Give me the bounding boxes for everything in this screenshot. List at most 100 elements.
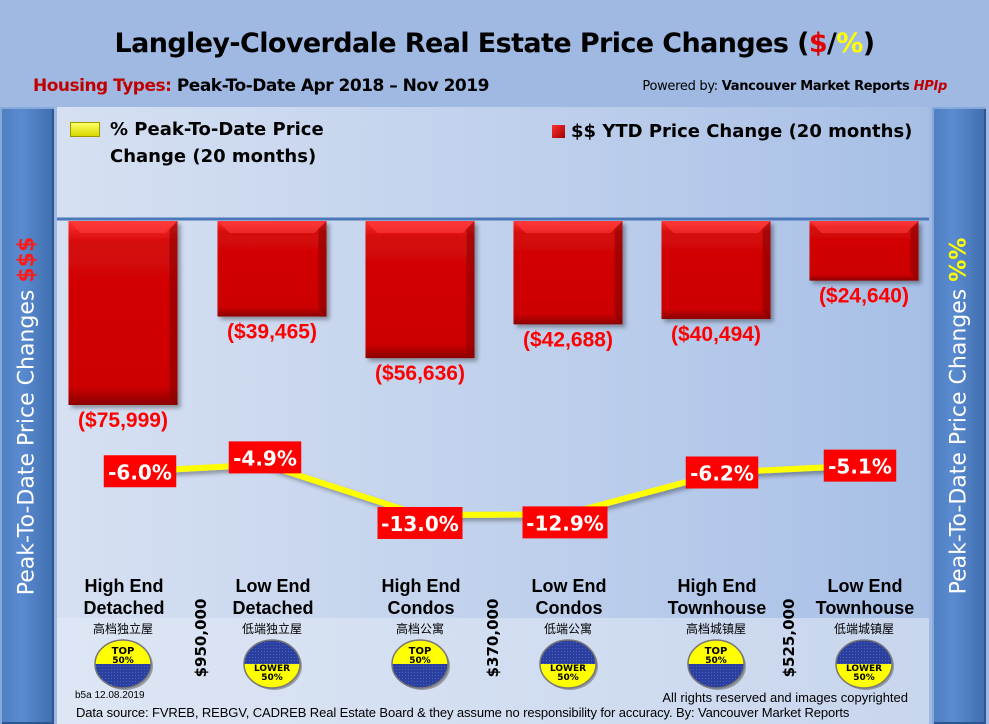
legend-percent: % Peak-To-Date Price Change (20 months)	[70, 116, 350, 170]
powered-brand: Vancouver Market Reports	[721, 79, 914, 94]
badge-text-line1: TOP	[112, 646, 135, 657]
category-chinese-label: 低端城镇屋	[834, 622, 894, 636]
category-chinese-label: 高档城镇屋	[686, 621, 746, 636]
bar-bevel-top	[513, 221, 623, 233]
badge-text-line2: 50%	[261, 673, 283, 683]
bar-bevel-top	[365, 221, 475, 233]
percent-label-box	[377, 507, 463, 539]
category-label: Detached	[83, 598, 164, 618]
subtitle: Housing Types: Peak-To-Date Apr 2018 – N…	[33, 76, 489, 96]
chart-title: Langley-Cloverdale Real Estate Price Cha…	[0, 28, 989, 59]
percent-label: -6.2%	[690, 462, 754, 486]
bar-value-label: ($75,999)	[78, 409, 168, 432]
badge-rim	[391, 639, 449, 689]
price-threshold-label: $525,000	[780, 599, 798, 678]
bar-bevel-top	[661, 221, 771, 233]
badge-text-line2: 50%	[557, 673, 579, 683]
legend-percent-line2: Change (20 months)	[110, 146, 317, 167]
category-label: Low End	[236, 576, 311, 596]
category-label: Low End	[532, 576, 607, 596]
bar-bevel-right	[614, 221, 623, 325]
right-axis-panel: Peak-To-Date Price Changes %%	[932, 107, 986, 724]
category-label: High End	[382, 576, 461, 596]
percent-label-box	[103, 455, 177, 488]
bar-bevel-top	[68, 221, 178, 233]
bar-value-label: ($40,494)	[671, 323, 761, 346]
badge-rim	[94, 639, 152, 689]
percent-label-box	[228, 441, 302, 474]
bar-bevel-right	[169, 221, 178, 405]
percent-label-box	[823, 449, 897, 482]
badge-top-half	[244, 640, 300, 664]
badge-top-half	[688, 640, 744, 664]
category-label: Condos	[388, 598, 455, 618]
data-source-note: Data source: FVREB, REBGV, CADREB Real E…	[76, 705, 850, 720]
price-threshold-label: $950,000	[192, 599, 210, 678]
percent-label-box	[685, 456, 759, 489]
bar-value-label: ($39,465)	[227, 321, 317, 344]
bar-bevel-right	[318, 221, 327, 317]
powered-hpi: HPIp	[913, 79, 948, 94]
badge-text-line1: LOWER	[254, 664, 290, 674]
badge-bottom-half	[244, 664, 300, 688]
subtitle-label: Housing Types:	[33, 76, 172, 96]
badge-top-half	[392, 640, 448, 664]
legend-bar-swatch	[552, 125, 565, 138]
subtitle-text: Peak-To-Date Apr 2018 – Nov 2019	[171, 76, 490, 96]
bar	[661, 221, 771, 320]
copyright-notice: All rights reserved and images copyright…	[662, 690, 908, 705]
title-percent: %	[836, 28, 863, 59]
category-chinese-label: 高档公寓	[396, 621, 444, 636]
badge-bottom-half	[688, 664, 744, 688]
category-label: Townhouse	[668, 598, 767, 618]
badge-text-line2: 50%	[853, 673, 875, 683]
percent-label: -5.1%	[828, 455, 892, 479]
badge-top-half	[836, 640, 892, 664]
badge-rim	[243, 639, 301, 689]
badge-text-line1: TOP	[409, 646, 432, 657]
badge-top-half	[95, 640, 151, 664]
bar-bevel-right	[762, 221, 771, 320]
badge-bottom-half	[95, 664, 151, 688]
badge-text-line1: LOWER	[846, 664, 882, 674]
bar-value-label: ($56,636)	[375, 362, 465, 385]
badge-bottom-half	[836, 664, 892, 688]
percent-label: -4.9%	[233, 446, 297, 470]
bar	[68, 221, 178, 405]
version-stamp: b5a 12.08.2019	[75, 690, 145, 701]
badge-rim	[835, 639, 893, 689]
title-main: Langley-Cloverdale Real Estate Price Cha…	[114, 28, 809, 59]
percent-label: -13.0%	[381, 512, 459, 536]
powered-label: Powered by:	[642, 79, 722, 94]
percent-label: -12.9%	[526, 511, 604, 535]
category-label: Detached	[232, 598, 313, 618]
percent-label-box	[522, 506, 608, 539]
category-band	[57, 618, 929, 724]
badge-bottom-half	[392, 664, 448, 688]
bar-bevel-top	[217, 221, 327, 233]
category-label: Condos	[536, 598, 603, 618]
badge-text-line2: 50%	[409, 656, 431, 666]
title-slash: /	[827, 28, 837, 59]
price-threshold-label: $370,000	[484, 599, 502, 678]
legend-line-swatch	[70, 122, 100, 137]
bar	[217, 221, 327, 317]
badge-text-line1: TOP	[705, 646, 728, 657]
category-label: High End	[678, 576, 757, 596]
bar-value-label: ($42,688)	[523, 328, 613, 351]
title-close: )	[862, 28, 875, 59]
category-chinese-label: 高档独立屋	[93, 621, 153, 636]
badge-rim	[539, 639, 597, 689]
bar-bevel-top	[809, 221, 919, 233]
category-label: Townhouse	[816, 598, 915, 618]
percent-label: -6.0%	[108, 460, 172, 484]
category-chinese-label: 低端公寓	[544, 621, 592, 636]
left-axis-panel: Peak-To-Date Price Changes $$$	[0, 107, 54, 724]
badge-top-half	[540, 640, 596, 664]
legend-percent-line1: % Peak-To-Date Price	[110, 119, 324, 140]
